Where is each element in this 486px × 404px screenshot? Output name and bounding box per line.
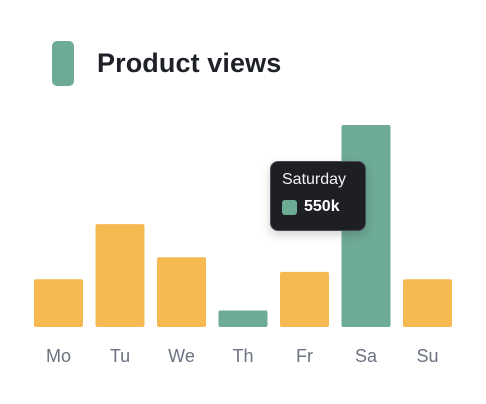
x-tick-label-sa: Sa — [355, 346, 378, 366]
legend-label: Product views — [97, 48, 282, 78]
x-tick-label-su: Su — [416, 346, 438, 366]
bar-mo[interactable] — [34, 279, 83, 327]
bar-tu[interactable] — [95, 224, 145, 327]
tooltip-title: Saturday — [282, 171, 347, 188]
bar-fr[interactable] — [280, 271, 329, 327]
x-tick-label-th: Th — [232, 346, 253, 366]
x-tick-label-tu: Tu — [110, 346, 130, 366]
bar-th[interactable] — [218, 310, 268, 327]
chart-legend: Product views — [52, 41, 281, 86]
tooltip-swatch — [282, 199, 297, 215]
x-tick-label-mo: Mo — [46, 346, 71, 366]
bar-we[interactable] — [157, 257, 206, 327]
x-tick-label-we: We — [168, 346, 195, 366]
bar-su[interactable] — [403, 279, 452, 327]
tooltip-row: 550k — [282, 198, 354, 216]
chart-tooltip: Saturday 550k — [270, 161, 366, 231]
legend-swatch — [52, 41, 74, 86]
tooltip-value: 550k — [304, 198, 340, 215]
x-tick-label-fr: Fr — [296, 346, 313, 366]
